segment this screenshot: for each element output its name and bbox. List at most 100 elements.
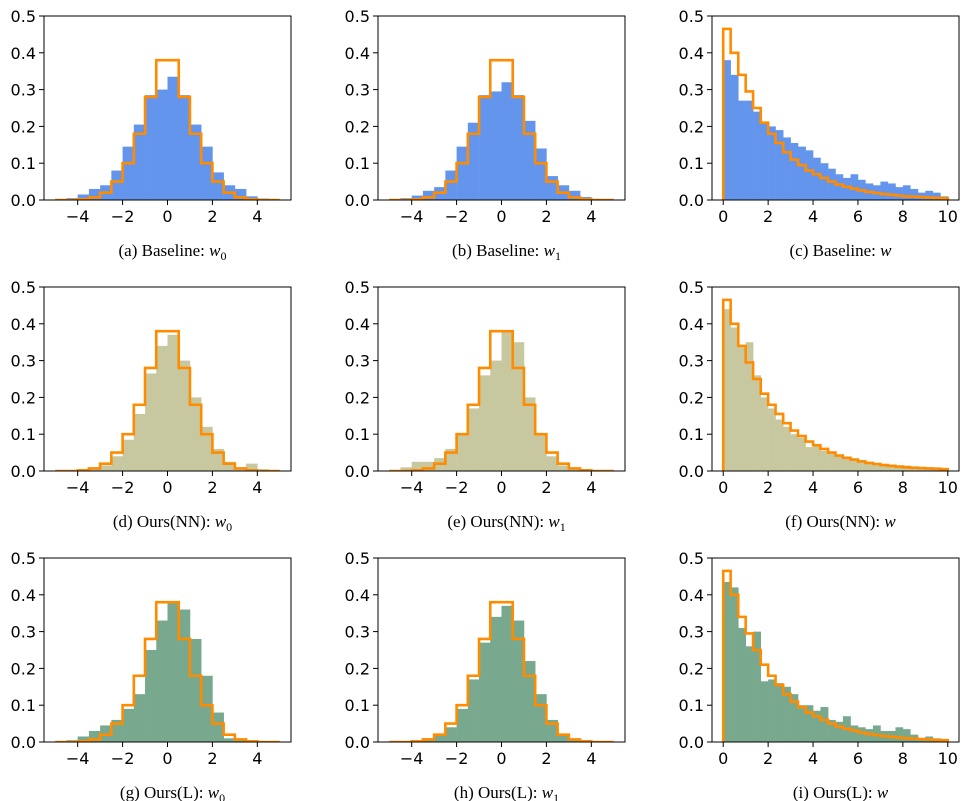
x-tick-label: 4: [252, 478, 262, 497]
x-tick-label: 4: [586, 749, 596, 768]
histogram-bar: [828, 452, 836, 471]
histogram-bar: [501, 331, 514, 471]
y-tick-label: 0.1: [11, 425, 36, 444]
histogram-bar: [223, 738, 236, 742]
x-tick-label: −2: [445, 207, 469, 226]
y-tick-label: 0.1: [679, 154, 704, 173]
y-tick-label: 0.1: [345, 696, 370, 715]
y-tick-label: 0.4: [679, 44, 704, 63]
histogram-bar: [501, 82, 514, 200]
histogram-bar: [122, 708, 135, 742]
plot-area: [721, 27, 950, 200]
caption-subscript: 1: [553, 791, 559, 801]
histogram-bar: [167, 602, 180, 742]
histogram-bar: [145, 373, 157, 471]
histogram-bar: [212, 172, 224, 200]
histogram-bar: [178, 609, 191, 742]
y-tick-label: 0.3: [345, 352, 370, 371]
histogram-bar: [156, 345, 168, 471]
y-tick-label: 0.1: [679, 425, 704, 444]
histogram-bar: [850, 725, 859, 742]
x-tick-label: 2: [207, 207, 217, 226]
histogram-bar: [133, 694, 146, 742]
y-tick-label: 0.5: [345, 278, 370, 297]
x-tick-label: 2: [763, 207, 773, 226]
histogram-bar: [842, 177, 851, 200]
histogram-bar: [745, 342, 754, 471]
histogram-bar: [467, 408, 480, 471]
y-tick-label: 0.3: [679, 352, 704, 371]
y-tick-label: 0.4: [345, 315, 370, 334]
histogram-bar: [783, 137, 791, 200]
histogram-bar: [490, 360, 502, 471]
y-tick-label: 0.3: [345, 81, 370, 100]
caption-prefix: (g) Ours(L):: [120, 783, 208, 801]
histogram-bar: [88, 468, 101, 471]
x-tick-label: 0: [718, 207, 728, 226]
y-tick-label: 0.0: [345, 733, 370, 752]
histogram-bar: [887, 183, 896, 200]
histogram-bar: [835, 174, 844, 200]
x-tick-label: 4: [252, 207, 262, 226]
histogram-bar: [523, 397, 536, 471]
histogram-bar: [100, 465, 112, 471]
y-tick-label: 0.0: [11, 462, 36, 481]
plot-area: [55, 600, 280, 742]
reference-outline: [721, 27, 950, 200]
histogram-bar: [156, 620, 168, 742]
reference-outline: [55, 58, 280, 200]
histogram-bar: [805, 150, 814, 200]
x-tick-label: 4: [586, 207, 596, 226]
reference-outline: [55, 600, 280, 742]
histogram-bar: [122, 439, 135, 471]
histogram-bar: [467, 679, 480, 742]
panel-g: 0.00.10.20.30.40.5−4 −2 0 2 4(g) Ours(L): w0: [11, 549, 292, 801]
histogram-bar: [479, 642, 491, 742]
histogram-bar: [895, 727, 904, 742]
histogram-bar: [479, 95, 491, 200]
histogram-bar: [234, 188, 247, 200]
caption-variable: w: [542, 783, 554, 801]
x-tick-label: 0: [496, 207, 506, 226]
histogram-bar: [212, 448, 224, 471]
histogram-bar: [479, 375, 491, 471]
x-tick-label: −2: [445, 749, 469, 768]
histogram-bar: [535, 148, 547, 200]
histogram-bar: [167, 334, 180, 471]
y-tick-label: 0.3: [11, 623, 36, 642]
histogram-bar: [790, 434, 799, 471]
axes-frame: [711, 557, 960, 743]
histogram-bar: [753, 111, 762, 200]
y-tick-label: 0.5: [11, 549, 36, 568]
caption-prefix: (h) Ours(L):: [454, 783, 542, 801]
x-tick-label: −4: [66, 478, 90, 497]
caption-variable: w: [880, 241, 892, 260]
caption-variable: w: [884, 512, 896, 531]
panel-caption: (b) Baseline: w1: [452, 241, 561, 263]
histogram-bar: [813, 157, 821, 200]
x-tick-label: 0: [496, 478, 506, 497]
histogram-bar: [145, 95, 157, 200]
histogram-bar: [201, 426, 213, 471]
panel-f: 0.0 0.1 0.2 0.3 0.4 0.5 0 2 4 6 8 10 (f) Ours(NN): w: [679, 278, 960, 531]
y-tick-label: 0.1: [345, 425, 370, 444]
histogram-bar: [723, 60, 731, 200]
y-tick-label: 0.2: [679, 659, 704, 678]
histogram-bar: [768, 126, 776, 200]
histogram-bar: [880, 465, 889, 471]
histogram-bar: [568, 190, 581, 200]
histogram-bar: [411, 461, 424, 471]
y-tick-label: 0.2: [679, 117, 704, 136]
x-tick-label: 8: [898, 207, 908, 226]
histogram-bar: [865, 463, 874, 471]
caption-subscript: 0: [219, 791, 225, 801]
histogram-bar: [783, 426, 791, 471]
y-tick-label: 0.5: [11, 7, 36, 26]
x-tick-label: 8: [898, 749, 908, 768]
y-tick-label: 0.0: [11, 191, 36, 210]
histogram-bar: [535, 694, 547, 742]
y-tick-label: 0.4: [11, 44, 36, 63]
histogram-bar: [910, 467, 919, 471]
histogram-bar: [133, 124, 146, 200]
histogram-bar: [434, 734, 446, 742]
